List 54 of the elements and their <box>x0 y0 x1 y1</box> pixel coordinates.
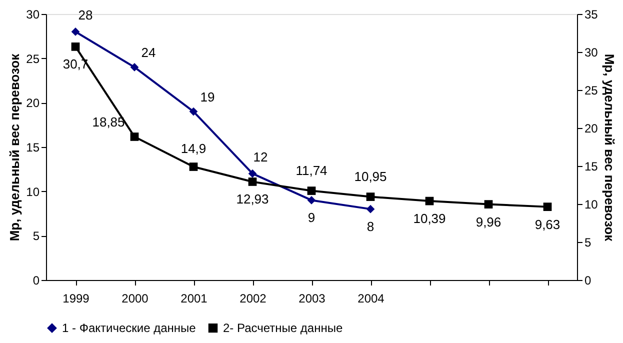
y2-axis-title: Мр, удельный вес перевозок <box>602 54 617 242</box>
x-tick-label: 2000 <box>122 292 149 306</box>
data-label: 14,9 <box>180 140 206 156</box>
y2-tick-label: 35 <box>584 8 598 22</box>
y2-tick-label: 20 <box>584 122 598 136</box>
x-tick-label: 2001 <box>180 292 208 306</box>
point <box>307 196 316 204</box>
point <box>425 196 434 206</box>
x-tick-label: 2002 <box>240 292 267 306</box>
data-label: 9,96 <box>476 214 502 230</box>
y-tick-label: 10 <box>26 184 40 199</box>
point <box>71 42 80 51</box>
x-tick-label: 2003 <box>298 292 326 306</box>
data-label: 11,74 <box>296 162 328 178</box>
y-axis-title: Мр, удельный вес перевозок <box>7 53 22 242</box>
data-label: 10,39 <box>413 211 446 226</box>
data-label: 8 <box>366 219 374 234</box>
legend-label: 2- Расчетные данные <box>223 321 343 336</box>
point <box>484 200 493 208</box>
data-label: 18,85 <box>92 114 125 130</box>
y-tick-label: 15 <box>26 140 40 154</box>
data-label: 9 <box>308 210 316 226</box>
point <box>189 107 198 116</box>
point <box>307 186 316 195</box>
point <box>543 202 552 211</box>
x-tick-label: 1999 <box>62 292 90 306</box>
point <box>71 28 80 36</box>
data-label: 12,93 <box>236 192 269 207</box>
y2-tick-label: 30 <box>584 46 598 60</box>
y-tick-label: 30 <box>26 8 40 22</box>
point <box>248 169 257 178</box>
point <box>130 132 139 141</box>
data-label: 12 <box>253 150 268 165</box>
y2-tick-label: 25 <box>584 84 598 98</box>
y2-tick-label: 5 <box>584 236 592 250</box>
y2-tick-label: 10 <box>584 198 598 212</box>
y-tick-label: 5 <box>32 229 40 244</box>
data-label: 9,63 <box>534 216 560 232</box>
point <box>189 162 198 171</box>
y-tick-label: 0 <box>32 274 40 288</box>
x-tick-label: 2004 <box>358 292 385 306</box>
data-label: 19 <box>200 90 215 105</box>
y2-tick-label: 0 <box>584 274 592 288</box>
y-tick-label: 25 <box>26 52 40 66</box>
point <box>366 192 375 201</box>
data-label: 24 <box>141 45 156 60</box>
point <box>130 63 139 72</box>
y-tick-label: 20 <box>26 96 40 110</box>
legend-label: 1 - Фактические данные <box>62 321 196 336</box>
y2-tick-label: 15 <box>584 160 598 174</box>
point <box>248 178 257 186</box>
point <box>366 204 375 214</box>
data-label: 28 <box>78 8 93 23</box>
data-label: 10,95 <box>354 168 387 184</box>
